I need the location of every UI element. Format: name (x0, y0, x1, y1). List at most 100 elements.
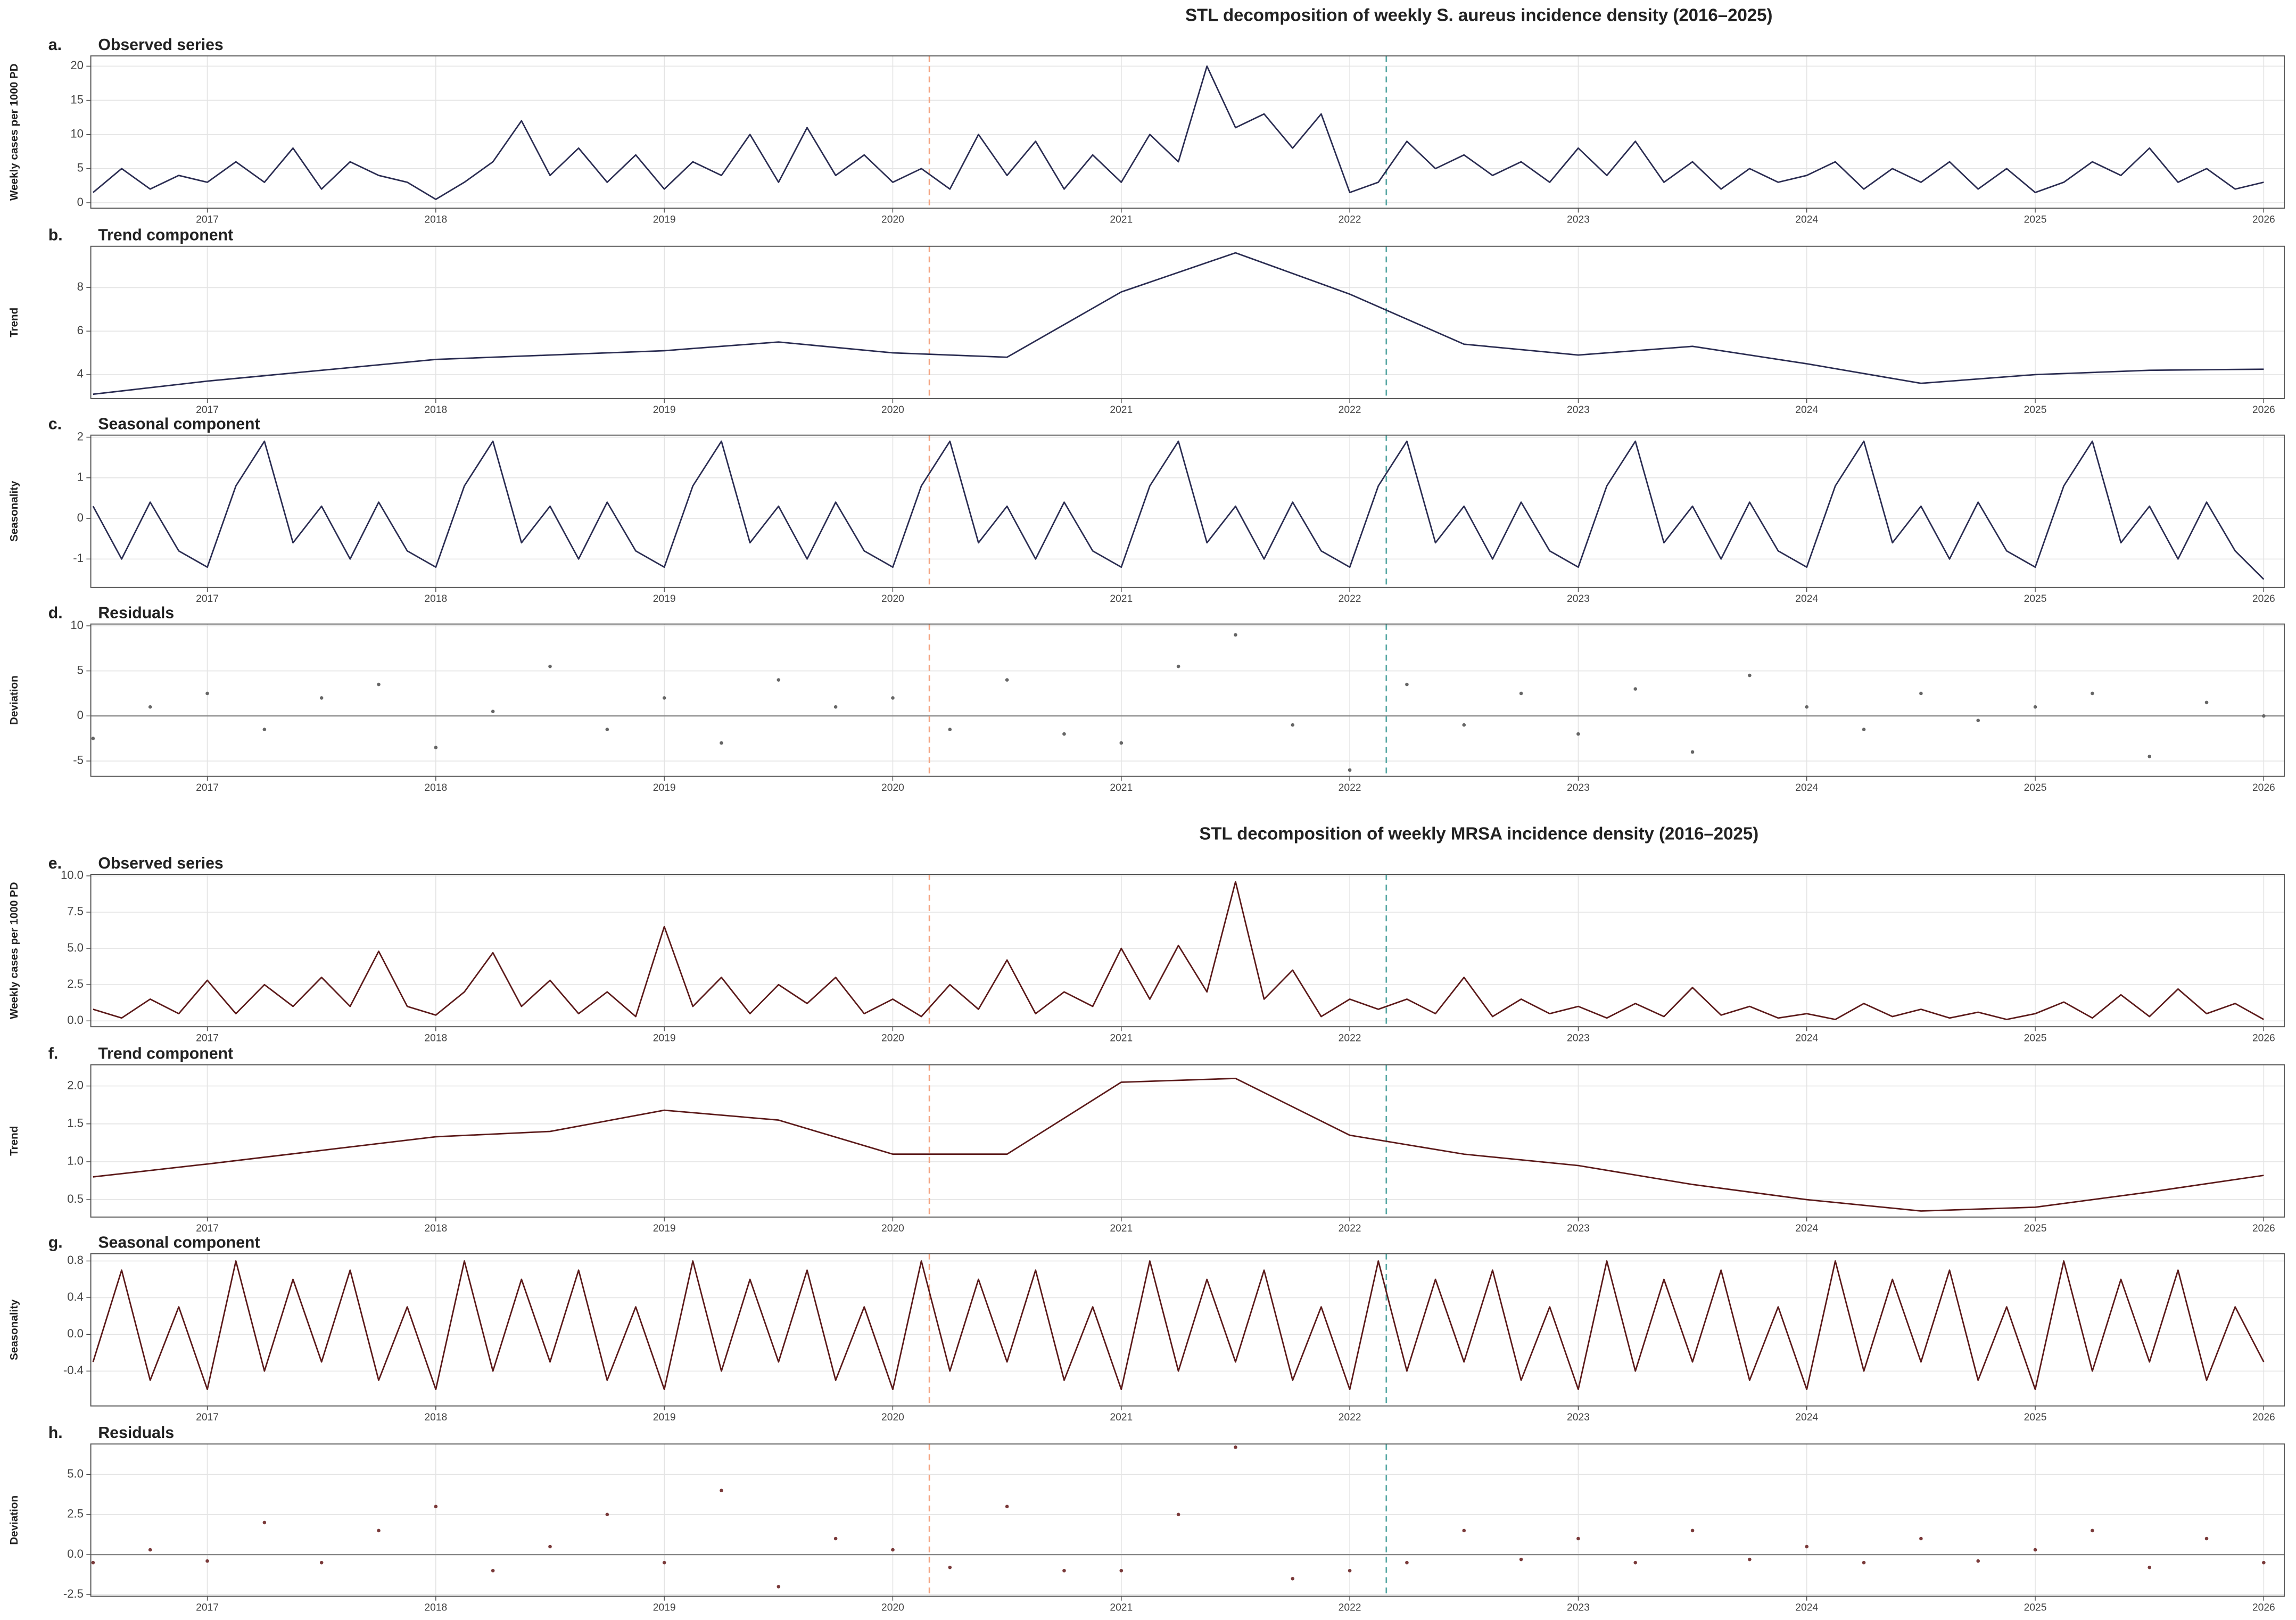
plot-background (90, 624, 2284, 776)
panel: b. Trend component Trend 4 6 8 2017 2018 2019 202… (8, 227, 2285, 416)
residual-point (548, 1544, 552, 1549)
y-tick-label: 15 (70, 93, 83, 106)
x-tick-label: 2017 (196, 1602, 219, 1614)
y-tick-label: 5.0 (67, 941, 84, 954)
residual-point (1919, 691, 1923, 696)
residual-point (1119, 741, 1124, 745)
series-line (93, 881, 2265, 1020)
residual-point (1348, 1568, 1352, 1573)
y-tick-label: 1 (77, 470, 84, 484)
residual-point (2262, 1560, 2266, 1565)
x-tick-label: 2025 (2024, 404, 2047, 416)
panel-title: Trend component (98, 227, 233, 244)
x-tick-label: 2022 (1339, 782, 1361, 794)
residual-point (1805, 705, 1809, 709)
residual-point (1176, 664, 1180, 668)
x-tick-label: 2026 (2252, 593, 2275, 605)
y-axis-label: Trend (8, 308, 20, 337)
residual-point (833, 1536, 838, 1541)
y-tick-label: 10 (70, 127, 83, 140)
x-tick-label: 2018 (424, 1223, 447, 1234)
x-tick-label: 2019 (653, 1032, 676, 1044)
residual-point (91, 737, 95, 740)
residual-point (720, 1489, 723, 1492)
panel-title: Seasonal component (98, 415, 260, 433)
residual-point (1519, 1557, 1523, 1561)
y-tick-label: 20 (70, 59, 83, 72)
y-tick-label: 5.0 (67, 1467, 84, 1480)
panel: h. Residuals Deviation -2.5 0.0 2.5 5.0 2017 201… (8, 1424, 2285, 1614)
panel-title: Residuals (98, 1424, 174, 1442)
x-tick-label: 2021 (1110, 214, 1133, 225)
x-tick-label: 2020 (881, 1412, 904, 1423)
y-tick-label: 1.0 (67, 1154, 84, 1168)
x-tick-label: 2022 (1339, 1032, 1361, 1044)
x-tick-label: 2020 (881, 404, 904, 416)
plot-background (90, 874, 2284, 1027)
residual-point (1119, 1568, 1124, 1573)
x-tick-label: 2017 (196, 1223, 219, 1234)
x-tick-label: 2021 (1110, 1032, 1133, 1044)
panel-tag: a. (48, 36, 62, 54)
y-axis-label: Trend (8, 1126, 20, 1156)
y-tick-label: -5 (73, 754, 84, 767)
x-tick-label: 2025 (2024, 1223, 2047, 1234)
x-tick-label: 2026 (2252, 1412, 2275, 1423)
x-tick-label: 2017 (196, 782, 219, 794)
x-tick-label: 2022 (1339, 1223, 1361, 1234)
y-tick-label: 5 (77, 161, 84, 175)
x-tick-label: 2021 (1110, 1412, 1133, 1423)
x-tick-label: 2020 (881, 214, 904, 225)
series-line (92, 440, 2265, 580)
panel-title: Trend component (98, 1045, 233, 1062)
x-tick-label: 2021 (1110, 593, 1133, 605)
residual-point (434, 1505, 438, 1509)
y-tick-label: 0.0 (67, 1013, 84, 1027)
plot-frame (90, 1253, 2285, 1407)
residual-point (1176, 1512, 1180, 1517)
residual-point (262, 1520, 267, 1525)
plot-background (90, 246, 2284, 399)
x-tick-label: 2018 (424, 1602, 447, 1614)
y-tick-label: 2 (77, 429, 84, 443)
x-tick-label: 2026 (2252, 782, 2275, 794)
residual-point (205, 1559, 209, 1563)
x-tick-label: 2019 (653, 1602, 676, 1614)
residual-point (319, 1560, 324, 1565)
residual-point (1405, 1560, 1409, 1565)
x-tick-label: 2024 (1795, 782, 1818, 794)
residual-point (777, 1585, 781, 1589)
y-axis-label: Weekly cases per 1000 PD (8, 882, 20, 1019)
x-tick-label: 2024 (1795, 1602, 1818, 1614)
panel-title: Observed series (98, 855, 223, 872)
residual-point (262, 728, 267, 731)
residual-point (1291, 723, 1295, 727)
x-tick-label: 2026 (2252, 404, 2275, 416)
residual-point (1862, 1560, 1866, 1565)
y-tick-label: 1.5 (67, 1117, 84, 1130)
residual-point (2204, 700, 2209, 705)
panel-tag: d. (48, 604, 63, 622)
x-tick-label: 2017 (196, 593, 219, 605)
panel: c. Seasonal component Seasonality -1 0 1 2 2017… (8, 415, 2285, 605)
x-tick-label: 2023 (1567, 1223, 1590, 1234)
residual-point (948, 1565, 952, 1569)
x-tick-label: 2022 (1339, 214, 1361, 225)
x-tick-label: 2019 (653, 593, 676, 605)
residual-point (1462, 1528, 1466, 1533)
x-tick-label: 2021 (1110, 404, 1133, 416)
x-tick-label: 2024 (1795, 214, 1818, 225)
plot-frame (90, 874, 2285, 1028)
residual-point (891, 1548, 895, 1552)
x-tick-label: 2022 (1339, 1412, 1361, 1423)
y-tick-label: 5 (77, 663, 84, 676)
x-tick-label: 2026 (2252, 1032, 2275, 1044)
y-tick-label: 0 (77, 511, 84, 524)
y-tick-label: -2.5 (63, 1587, 84, 1600)
y-axis-label: Deviation (8, 1495, 20, 1545)
residual-point (1748, 673, 1752, 677)
residual-point (319, 696, 324, 700)
residual-point (1462, 723, 1466, 727)
x-tick-label: 2020 (881, 1223, 904, 1234)
